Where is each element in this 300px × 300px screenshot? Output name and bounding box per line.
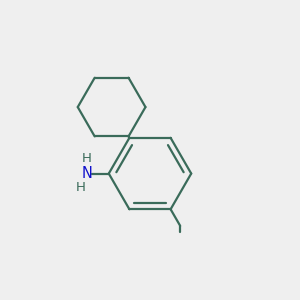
- Text: H: H: [82, 152, 92, 165]
- Text: N: N: [81, 166, 92, 181]
- Text: H: H: [75, 181, 85, 194]
